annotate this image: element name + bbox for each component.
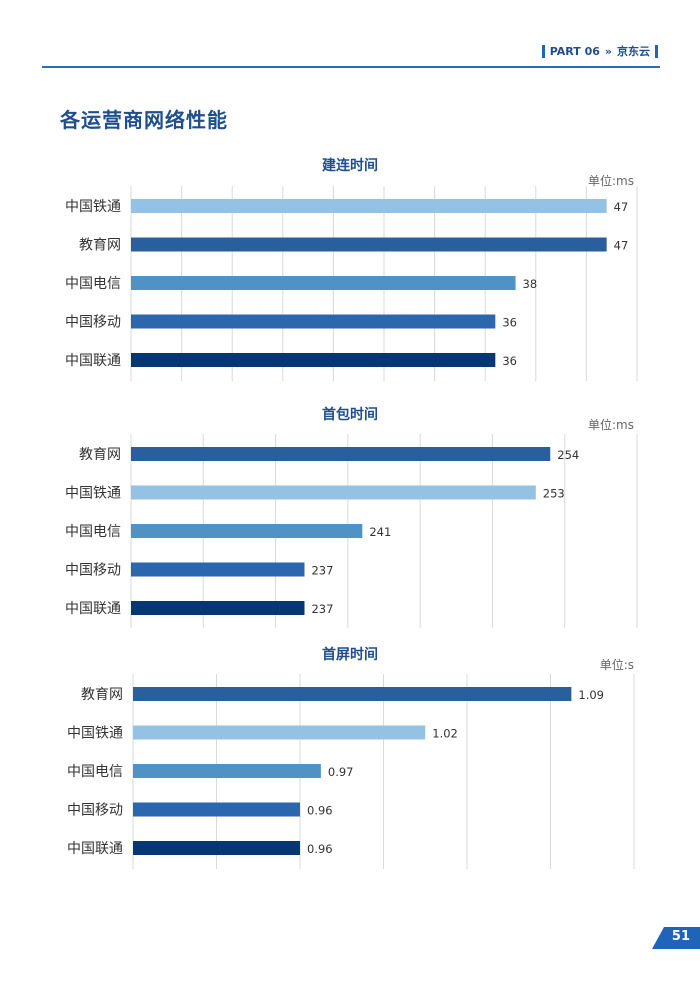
bar [131,601,305,615]
bar [131,237,607,252]
value-label: 254 [557,448,579,462]
brand-label: 京东云 [617,45,650,58]
value-label: 0.96 [307,804,333,818]
category-label: 中国铁通 [65,486,121,502]
bar [133,687,572,701]
bar [131,447,551,461]
category-label: 中国电信 [65,276,121,292]
chevron-right-icon: » [604,44,612,58]
chart-title: 首包时间 [322,407,378,423]
chart-first-screen-time: 首屏时间 单位:s 教育网 1.09 中国铁通 1.02 中国电信 0.97 中国移动 0.9… [0,638,700,878]
value-label: 0.97 [328,765,354,779]
section-marker: PART 06 » 京东云 [541,44,658,58]
bar [131,199,607,213]
bar [131,524,363,538]
category-label: 教育网 [79,238,121,254]
category-label: 中国联通 [65,353,121,369]
bar-chart: 教育网 1.09 中国铁通 1.02 中国电信 0.97 中国移动 0.96 中国联通 0.96 [67,674,635,869]
bar-chart: 教育网 254 中国铁通 253 中国电信 241 中国移动 237 中国联通 237 [65,434,638,628]
category-label: 中国移动 [65,563,121,579]
bar [133,802,300,817]
page-title: 各运营商网络性能 [60,108,228,132]
category-label: 中国电信 [67,764,123,780]
chart-unit: 单位:ms [588,418,634,432]
bar [131,276,516,290]
header-divider [42,66,660,68]
value-label: 237 [311,564,333,578]
category-label: 中国电信 [65,524,121,540]
value-label: 47 [614,239,629,253]
category-label: 中国联通 [67,841,123,857]
page-header: PART 06 » 京东云 [0,0,700,70]
bar [131,353,496,367]
chart-title: 首屏时间 [322,647,378,663]
value-label: 36 [502,354,517,368]
bar-chart: 中国铁通 47 教育网 47 中国电信 38 中国移动 36 中国联通 36 [65,186,638,381]
bar [133,725,426,740]
marker-bar-right [655,44,658,58]
chart-first-packet-time: 首包时间 单位:ms 教育网 254 中国铁通 253 中国电信 241 中国移动 237 中国… [0,398,700,638]
value-label: 1.09 [578,688,604,702]
bar [131,562,305,577]
category-label: 中国联通 [65,601,121,617]
chart-connect-time: 建连时间 单位:ms 中国铁通 47 教育网 47 中国电信 38 中国移动 36 中国联通 36 [0,150,700,390]
page-badge-shape [652,927,700,949]
part-label: PART 06 [549,44,600,58]
bar [133,764,321,778]
bar [133,841,300,855]
category-label: 中国移动 [67,803,123,819]
value-label: 38 [523,277,538,291]
bar [131,314,496,329]
value-label: 36 [502,316,517,330]
value-label: 47 [614,200,629,214]
page-number-badge: 51 [652,927,700,949]
bar [131,485,536,500]
value-label: 237 [311,602,333,616]
category-label: 中国铁通 [67,726,123,742]
value-label: 241 [369,525,391,539]
chart-title: 建连时间 [322,158,378,174]
value-label: 1.02 [432,727,458,741]
chart-unit: 单位:ms [588,174,634,188]
category-label: 教育网 [79,447,121,463]
chart-unit: 单位:s [599,658,634,672]
category-label: 中国铁通 [65,199,121,215]
category-label: 教育网 [81,687,123,703]
value-label: 253 [543,487,565,501]
value-label: 0.96 [307,842,333,856]
marker-bar-left [541,44,545,58]
category-label: 中国移动 [65,315,121,331]
page-number: 51 [671,929,690,944]
